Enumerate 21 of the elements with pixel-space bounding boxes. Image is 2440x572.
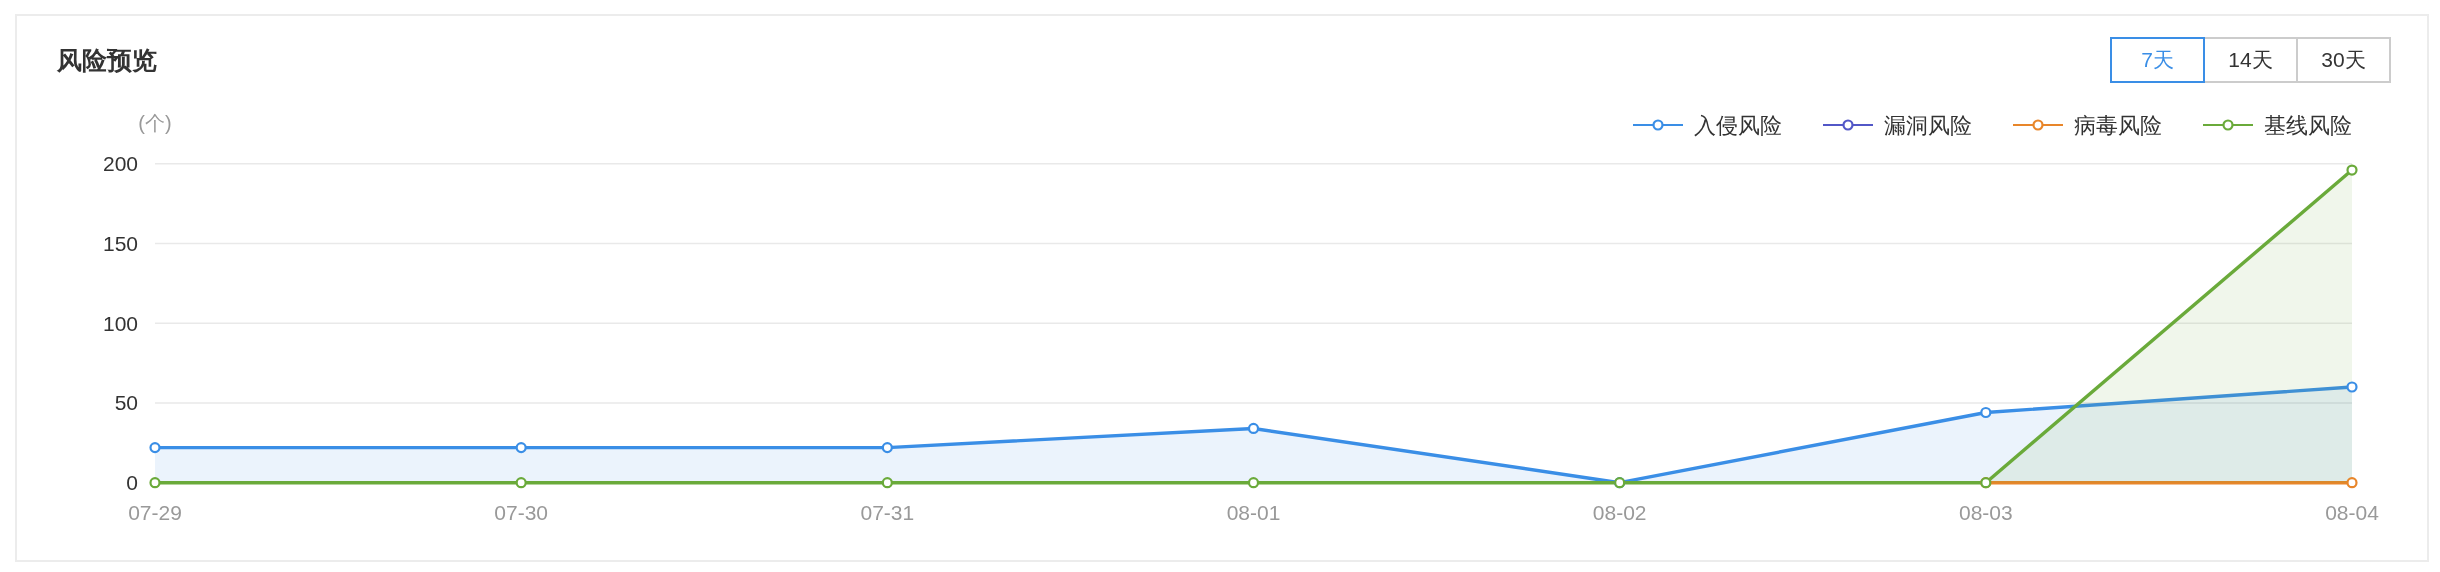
legend-label: 入侵风险 [1694,112,1782,138]
text: 14天 [2203,37,2298,83]
x-tick-label: 08-04 [2325,500,2380,524]
x-tick-label: 07-30 [494,500,549,524]
legend-label: 病毒风险 [2074,112,2162,138]
y-tick-label: 0 [126,471,138,495]
x-tick-label: 07-31 [860,500,915,524]
y-tick-label: 50 [114,391,138,415]
x-tick-label: 07-29 [128,500,182,524]
legend-label: 基线风险 [2264,112,2352,138]
y-axis-title: (个) [138,112,172,134]
y-tick-label: 100 [102,311,138,335]
chart-title: 风险预览 [56,46,157,74]
x-tick-label: 08-01 [1226,500,1281,524]
y-tick-label: 150 [102,231,138,255]
x-tick-label: 08-02 [1592,500,1647,524]
x-tick-label: 08-03 [1958,500,2013,524]
y-tick-label: 200 [102,152,138,176]
text: 30天 [2296,37,2391,83]
text: 7天 [2110,37,2205,83]
legend-label: 漏洞风险 [1884,112,1972,138]
